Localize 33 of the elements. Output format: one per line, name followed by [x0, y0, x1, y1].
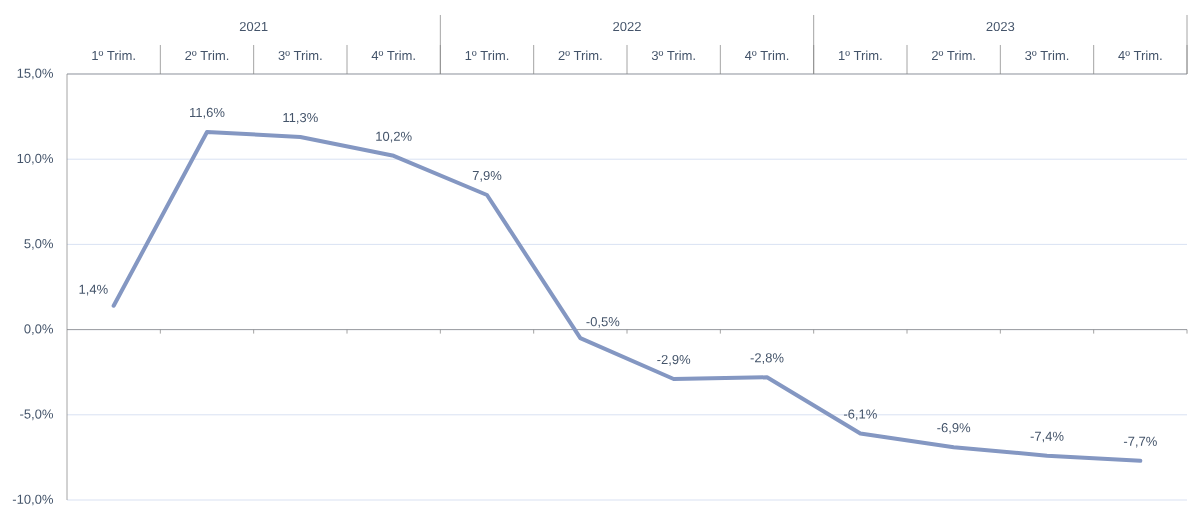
x-tick-label: 4º Trim. — [371, 50, 415, 60]
data-label: -7,4% — [1030, 431, 1064, 443]
y-tick-label: 5,0% — [24, 239, 54, 250]
x2-tick-label: 2021 — [239, 21, 268, 32]
x2-tick-label: 2023 — [986, 21, 1015, 32]
data-label: -2,9% — [657, 354, 691, 366]
data-label: -0,5% — [586, 317, 620, 328]
data-label: 7,9% — [472, 170, 502, 182]
x-tick-label: 3º Trim. — [278, 50, 322, 61]
data-label: -7,7% — [1123, 436, 1157, 448]
y-tick-label: -5,0% — [20, 409, 54, 421]
x-tick-label: 3º Trim. — [651, 50, 695, 61]
x-tick-label: 3º Trim. — [1025, 50, 1069, 61]
data-label: -2,8% — [750, 353, 784, 364]
data-label: -6,9% — [937, 423, 971, 434]
x-tick-label: 1º Trim. — [92, 50, 135, 60]
data-label: -6,1% — [843, 409, 877, 421]
y-tick-label: -10,0% — [12, 494, 54, 506]
data-label: 1,4% — [79, 284, 108, 296]
data-label: 11,3% — [283, 112, 318, 124]
y-tick-label: 0,0% — [24, 324, 54, 335]
y-tick-label: 15,0% — [17, 68, 54, 80]
x-tick-label: 2º Trim. — [931, 50, 975, 60]
y-tick-label: 10,0% — [17, 153, 54, 165]
data-label: 10,2% — [376, 131, 412, 143]
data-label: 11,6% — [190, 107, 225, 119]
x-tick-label: 2º Trim. — [185, 50, 229, 60]
x-tick-label: 4º Trim. — [1118, 50, 1162, 60]
x2-tick-label: 2022 — [613, 21, 641, 32]
x-tick-label: 1º Trim. — [465, 50, 509, 60]
x-tick-label: 1º Trim. — [838, 50, 882, 60]
x-tick-label: 2º Trim. — [558, 50, 602, 60]
x-tick-label: 4º Trim. — [744, 50, 789, 60]
